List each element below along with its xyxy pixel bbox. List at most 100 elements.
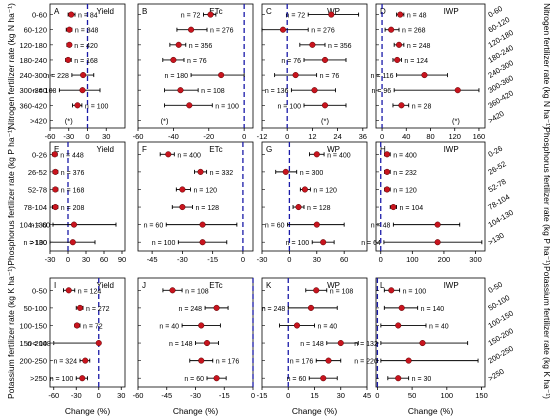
- sample-size-label: n = 140: [421, 306, 445, 313]
- sample-size-label: n = 100: [277, 103, 301, 110]
- x-tick-label: 24: [333, 132, 341, 141]
- data-point: [325, 357, 332, 364]
- panel-frame: [137, 3, 254, 129]
- data-point: [179, 203, 186, 211]
- sample-size-label: n = 120: [313, 187, 337, 194]
- x-tick-label: 200: [438, 255, 451, 264]
- y-tick-label-left: 0-60: [32, 11, 47, 20]
- panel-frame: [137, 141, 254, 252]
- sample-size-label: n = 72: [83, 323, 103, 330]
- data-point: [384, 151, 391, 158]
- data-point: [405, 357, 412, 364]
- data-point: [175, 41, 182, 48]
- x-tick-label: 120: [448, 132, 461, 141]
- sample-size-label: n = 128: [307, 205, 331, 212]
- data-point: [52, 203, 59, 211]
- significance-annotation: (*): [321, 116, 329, 125]
- x-tick-label: 40: [402, 132, 410, 141]
- y-tick-label-left: 60-120: [24, 26, 47, 35]
- data-point: [65, 56, 72, 64]
- sample-size-label: n = 376: [61, 170, 85, 177]
- sample-size-label: n = 120: [193, 187, 217, 194]
- panel-frame: [49, 141, 126, 252]
- x-tick-label: -30: [71, 391, 82, 400]
- panel-title: Yield: [97, 281, 115, 290]
- data-point: [52, 168, 59, 175]
- sample-size-label: n = 124: [404, 58, 428, 65]
- x-tick-label: 100: [441, 391, 454, 400]
- y-axis-label-right: Phosphorus fertilizer rate (kg P ha⁻¹): [542, 127, 550, 266]
- data-point: [95, 339, 102, 347]
- sample-size-label: n = 276: [210, 28, 234, 35]
- data-point: [292, 72, 299, 79]
- sample-size-label: n = 124: [78, 288, 102, 295]
- panel-letter: A: [54, 7, 60, 16]
- x-tick-label: -40: [168, 132, 179, 141]
- data-point: [282, 168, 289, 175]
- y-tick-label-left: 0-50: [32, 286, 47, 295]
- y-tick-label-left: 200-250: [19, 357, 47, 366]
- sample-size-label: n = 72: [286, 13, 306, 20]
- data-point: [434, 221, 441, 228]
- significance-annotation: (*): [161, 116, 169, 125]
- data-point: [311, 87, 318, 94]
- x-tick-label: 50: [408, 391, 416, 400]
- data-point: [313, 221, 320, 228]
- data-point: [388, 287, 395, 294]
- sample-size-label: n = 72: [181, 13, 201, 20]
- x-tick-label: 30: [337, 391, 345, 400]
- sample-size-label: n = 60: [184, 376, 204, 383]
- data-point: [279, 26, 287, 33]
- x-tick-label: 0: [66, 255, 70, 264]
- y-axis-label-left: Nitrogen fertilizer rate (kg N ha⁻¹): [6, 3, 16, 129]
- data-point: [66, 41, 73, 48]
- sample-size-label: n = 48: [371, 223, 391, 230]
- sample-size-label: n = 60: [30, 223, 50, 230]
- x-tick-label: -30: [177, 255, 188, 264]
- data-point: [293, 322, 301, 329]
- x-axis-label: Change (%): [292, 406, 338, 416]
- data-point: [384, 186, 391, 193]
- y-tick-label-left: 104-130: [19, 221, 47, 230]
- sample-size-label: n = 100: [50, 376, 74, 383]
- data-point: [313, 151, 320, 158]
- x-tick-label: 30: [102, 132, 110, 141]
- x-tick-label: 0: [241, 255, 245, 264]
- x-tick-label: 36: [359, 132, 367, 141]
- panel-title: IWP: [444, 145, 459, 154]
- data-point: [68, 11, 75, 18]
- data-point: [398, 304, 405, 311]
- panel-letter: J: [142, 281, 146, 290]
- x-tick-label: 30: [117, 391, 125, 400]
- sample-size-label: n = 420: [74, 43, 98, 50]
- data-point: [421, 72, 428, 79]
- panel-frame: [261, 141, 368, 252]
- x-tick-label: -45: [147, 255, 158, 264]
- panel-title: ETc: [209, 7, 222, 16]
- y-tick-label-right: >420: [487, 109, 506, 125]
- panel-letter: L: [380, 281, 385, 290]
- x-tick-label: -15: [219, 391, 230, 400]
- sample-size-label: n = 180: [165, 73, 189, 80]
- sample-size-label: n = 100: [23, 240, 47, 247]
- y-tick-label-right: >250: [487, 367, 506, 383]
- x-tick-label: 0: [286, 391, 290, 400]
- panel-title: ETc: [209, 145, 222, 154]
- panel-letter: G: [266, 145, 272, 154]
- sample-size-label: n = 228: [45, 73, 69, 80]
- x-tick-label: -60: [133, 391, 144, 400]
- x-tick-label: 100: [406, 255, 419, 264]
- significance-annotation: (*): [452, 116, 460, 125]
- y-axis-label-left: Potassium fertilizer rate (kg K ha⁻¹): [6, 266, 16, 399]
- data-point: [79, 375, 86, 382]
- y-tick-label-right: 52-78: [487, 177, 508, 194]
- x-tick-label: -15: [257, 391, 268, 400]
- sample-size-label: n = 268: [402, 28, 426, 35]
- sample-size-label: n = 148: [169, 341, 193, 348]
- data-point: [313, 287, 320, 294]
- panel-letter: D: [380, 7, 386, 16]
- sample-size-label: n = 104: [400, 205, 424, 212]
- x-tick-label: 160: [473, 132, 486, 141]
- data-point: [66, 26, 73, 33]
